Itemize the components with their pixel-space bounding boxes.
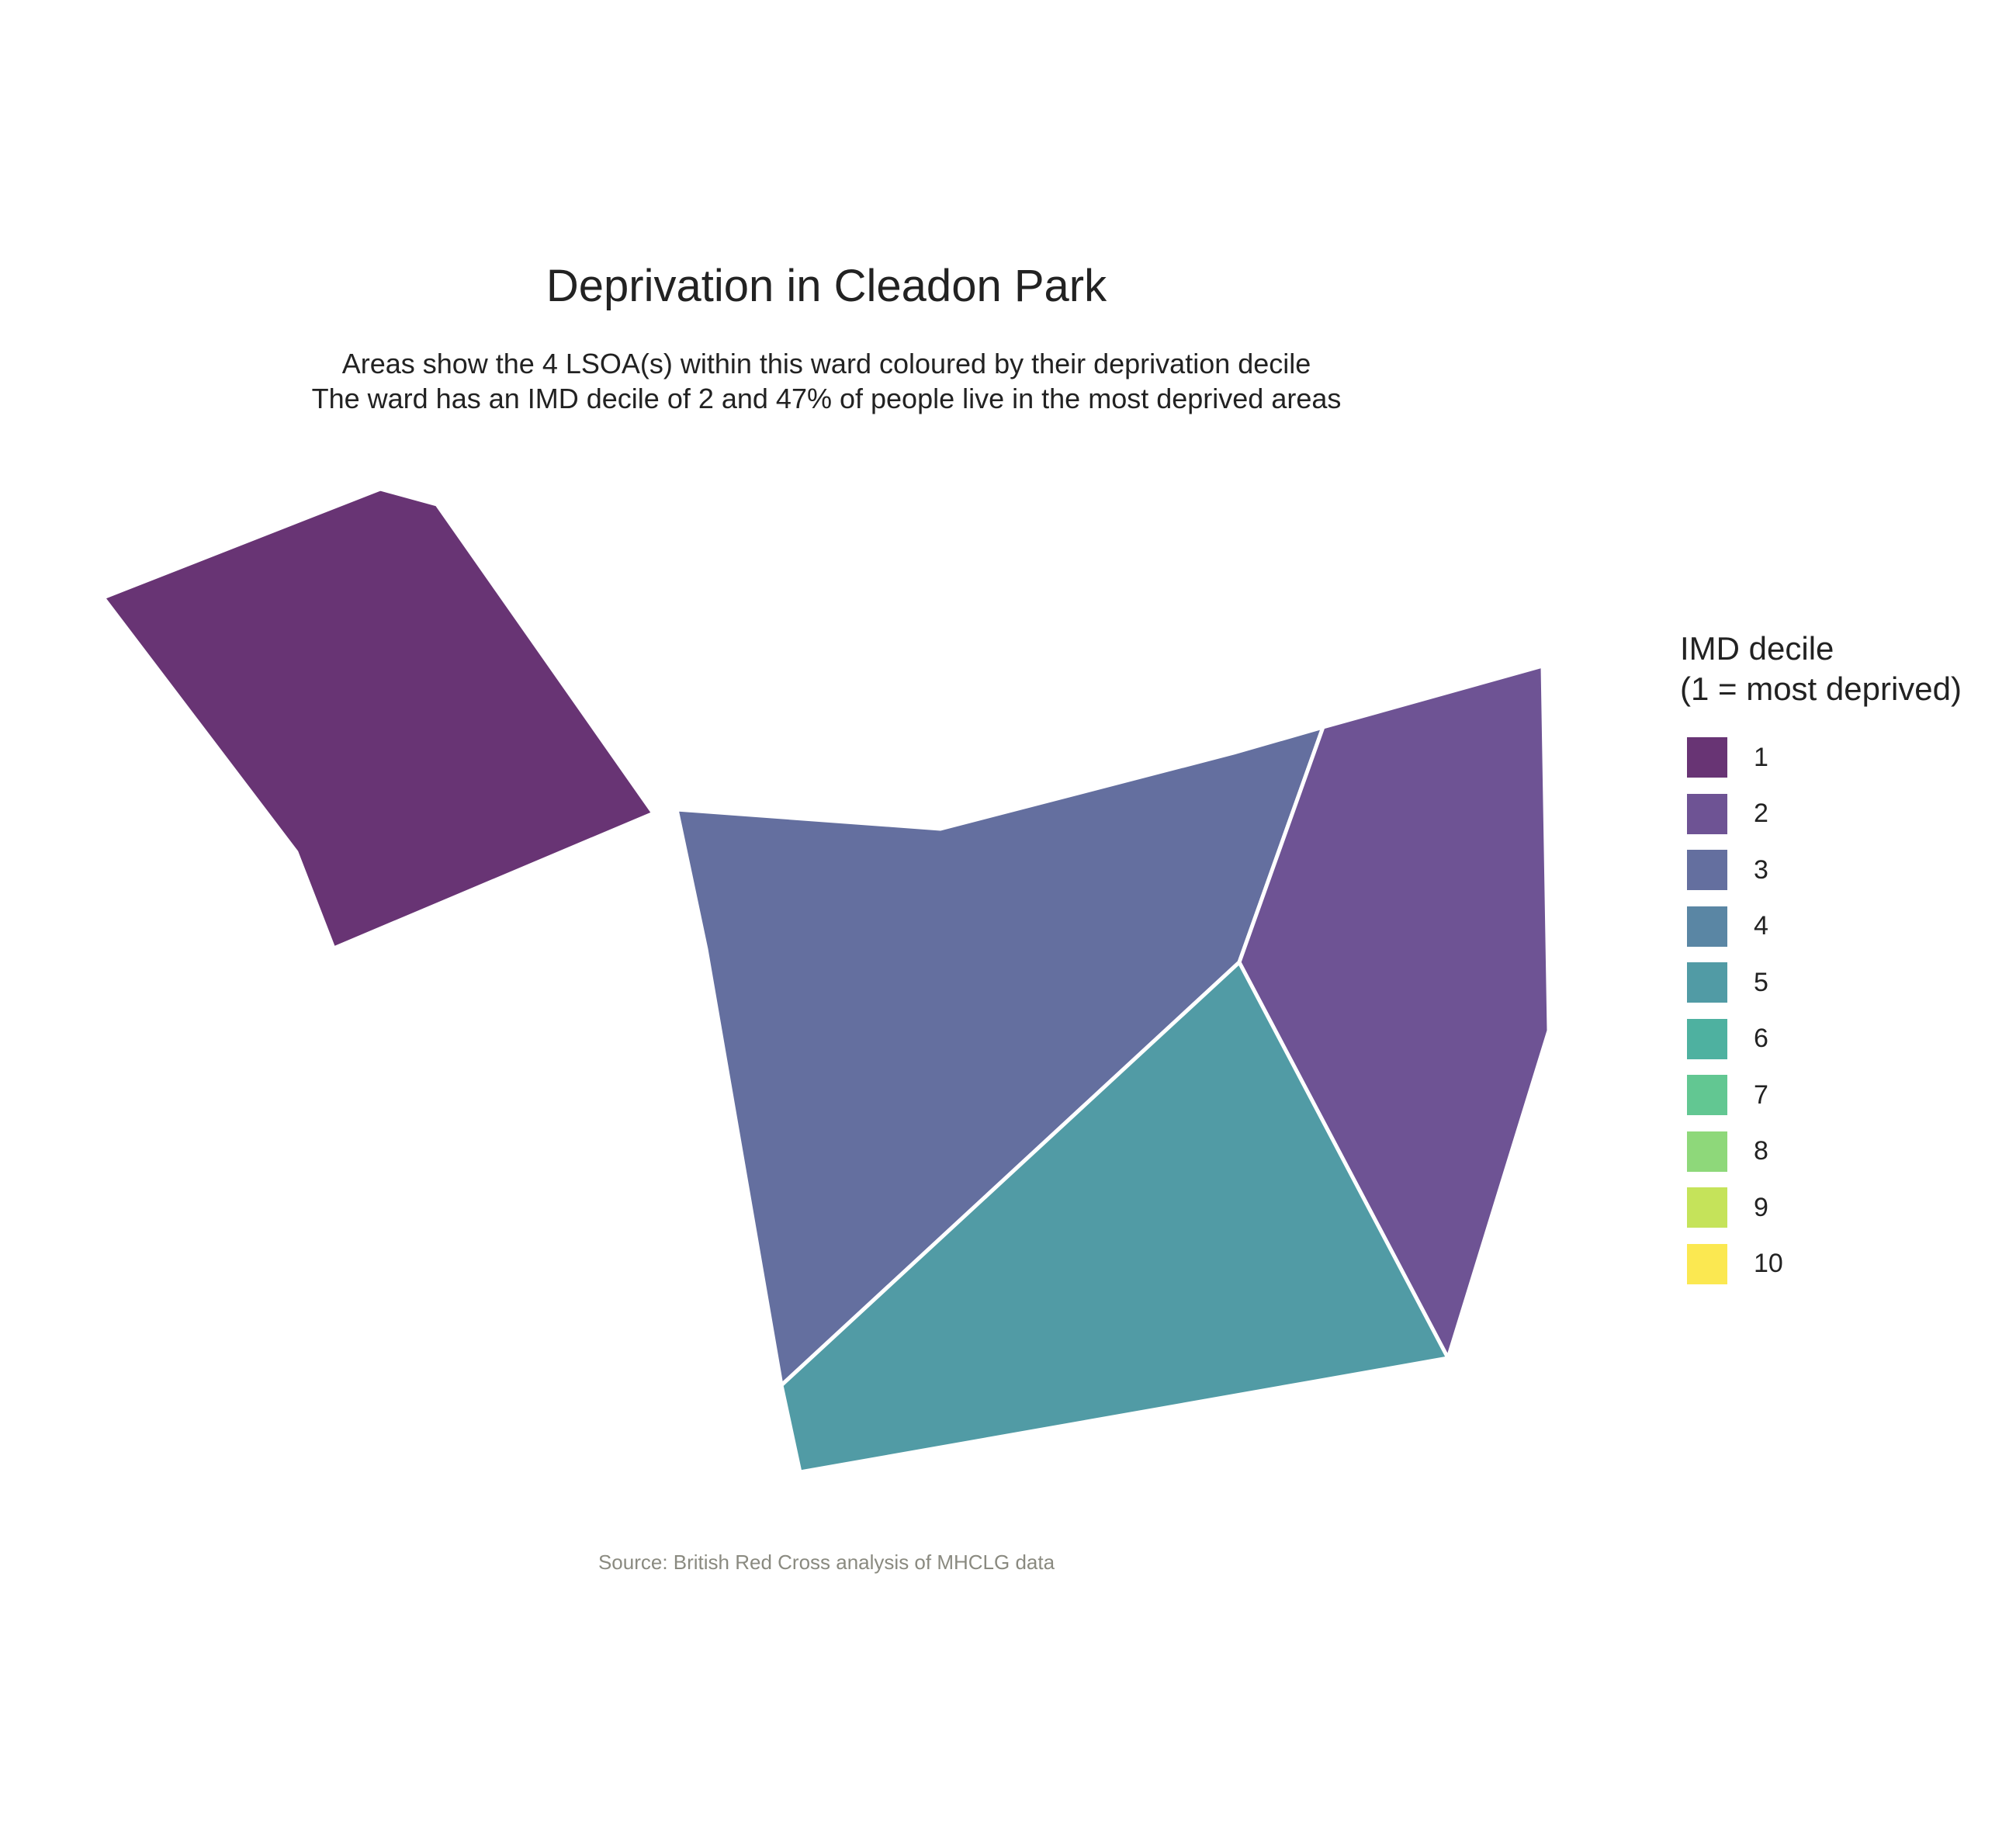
legend-swatch-5 — [1687, 962, 1727, 1003]
legend-swatch-1 — [1687, 737, 1727, 778]
legend-label-5: 5 — [1754, 967, 1768, 997]
legend-label-8: 8 — [1754, 1136, 1768, 1166]
legend-item-5: 5 — [1680, 955, 2006, 1011]
legend-item-2: 2 — [1680, 786, 2006, 843]
legend-item-4: 4 — [1680, 899, 2006, 955]
lsoa-area-decile-1 — [101, 487, 656, 951]
legend-item-3: 3 — [1680, 842, 2006, 899]
legend-swatch-7 — [1687, 1075, 1727, 1116]
legend-label-2: 2 — [1754, 799, 1768, 829]
legend-label-6: 6 — [1754, 1024, 1768, 1054]
legend-item-7: 7 — [1680, 1067, 2006, 1124]
legend: IMD decile (1 = most deprived) 1 2 3 4 5 6 7 8 9… — [1680, 629, 2006, 1292]
legend-label-3: 3 — [1754, 854, 1768, 885]
subtitle-line-2: The ward has an IMD decile of 2 and 47% … — [311, 383, 1342, 414]
legend-item-8: 8 — [1680, 1124, 2006, 1180]
legend-swatch-9 — [1687, 1187, 1727, 1228]
lsoa-area-decile-5 — [779, 960, 1450, 1474]
legend-swatch-6 — [1687, 1018, 1727, 1059]
legend-item-1: 1 — [1680, 729, 2006, 786]
legend-swatch-8 — [1687, 1131, 1727, 1172]
legend-items: 1 2 3 4 5 6 7 8 9 10 — [1680, 729, 2006, 1292]
legend-label-1: 1 — [1754, 742, 1768, 772]
legend-swatch-3 — [1687, 850, 1727, 891]
legend-item-6: 6 — [1680, 1011, 2006, 1068]
legend-label-4: 4 — [1754, 911, 1768, 941]
source-caption: Source: British Red Cross analysis of MH… — [598, 1551, 1055, 1574]
subtitle-line-1: Areas show the 4 LSOA(s) within this war… — [341, 348, 1311, 379]
legend-label-10: 10 — [1754, 1249, 1783, 1279]
legend-title: IMD decile (1 = most deprived) — [1680, 629, 2006, 709]
legend-title-line-1: IMD decile — [1680, 630, 1834, 667]
legend-item-10: 10 — [1680, 1236, 2006, 1293]
map-title: Deprivation in Cleadon Park — [546, 261, 1107, 311]
legend-label-9: 9 — [1754, 1192, 1768, 1222]
legend-item-9: 9 — [1680, 1180, 2006, 1236]
legend-swatch-2 — [1687, 793, 1727, 834]
legend-title-line-2: (1 = most deprived) — [1680, 670, 1962, 707]
lsoa-area-decile-2 — [1237, 664, 1551, 1360]
legend-label-7: 7 — [1754, 1079, 1768, 1110]
legend-swatch-10 — [1687, 1243, 1727, 1284]
legend-swatch-4 — [1687, 906, 1727, 947]
